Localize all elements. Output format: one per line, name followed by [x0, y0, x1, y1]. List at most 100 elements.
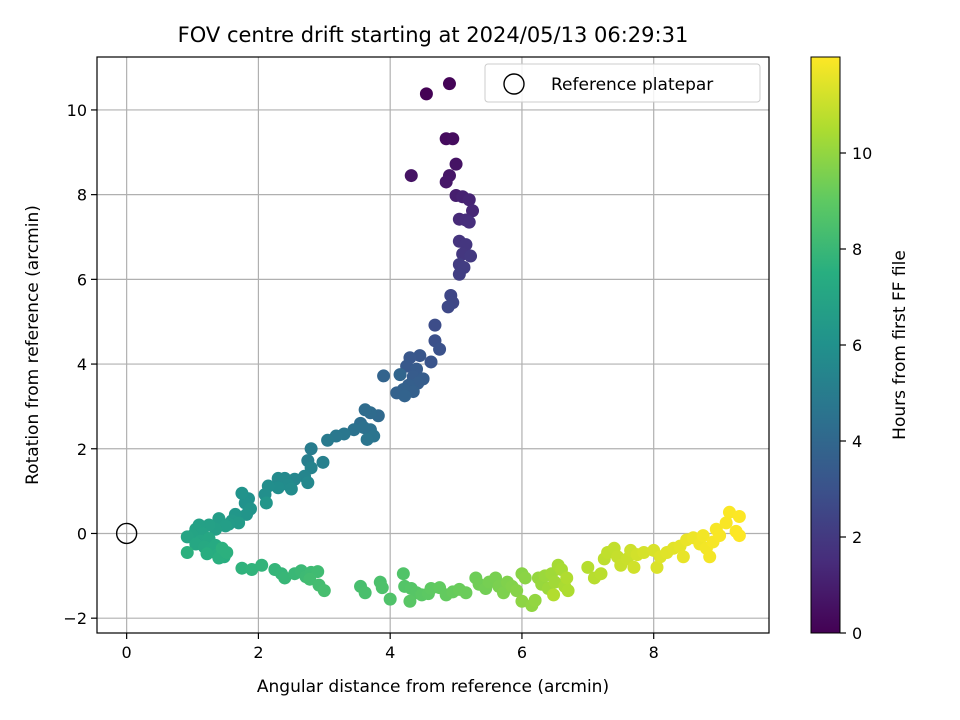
data-point — [271, 471, 285, 485]
data-point — [722, 505, 736, 519]
data-point — [358, 586, 372, 600]
data-point — [215, 541, 229, 555]
data-point — [271, 481, 285, 495]
legend-label-reference: Reference platepar — [551, 75, 713, 95]
data-point — [528, 593, 542, 607]
data-point — [627, 560, 641, 574]
colorbar-tick-label: 0 — [852, 624, 862, 643]
data-point — [464, 249, 478, 263]
y-tick-label: 8 — [77, 186, 87, 205]
data-point — [713, 529, 727, 543]
data-point — [466, 204, 480, 218]
legend: Reference platepar — [484, 63, 761, 103]
y-axis-label: Rotation from reference (arcmin) — [23, 205, 43, 485]
data-point — [235, 561, 249, 575]
data-point — [424, 355, 438, 369]
x-axis-label: Angular distance from reference (arcmin) — [257, 677, 609, 697]
data-point — [594, 567, 608, 581]
data-point — [518, 571, 532, 585]
y-tick-label: 2 — [77, 440, 87, 459]
data-point — [235, 486, 249, 500]
data-point — [383, 592, 397, 606]
y-tick-label: 0 — [77, 524, 87, 543]
data-point — [561, 584, 575, 598]
data-point — [459, 586, 473, 600]
x-tick-label: 4 — [385, 643, 395, 662]
data-point — [732, 529, 746, 543]
data-point — [347, 423, 361, 437]
data-point — [284, 482, 298, 496]
data-point — [255, 558, 269, 572]
data-point — [358, 403, 372, 417]
x-tick-label: 0 — [122, 643, 132, 662]
data-point — [446, 132, 460, 146]
data-point — [696, 529, 710, 543]
data-point — [515, 594, 529, 608]
data-point — [180, 546, 194, 560]
data-point — [428, 318, 442, 332]
data-point — [200, 547, 214, 561]
data-point — [560, 571, 574, 585]
data-point — [650, 560, 664, 574]
colorbar-label: Hours from first FF file — [890, 250, 910, 440]
data-point — [317, 584, 331, 598]
x-tick-label: 6 — [517, 643, 527, 662]
chart-title: FOV centre drift starting at 2024/05/13 … — [178, 23, 689, 47]
data-point — [462, 215, 476, 229]
data-point — [449, 157, 463, 171]
data-point — [245, 562, 259, 576]
data-point — [393, 368, 407, 382]
data-point — [439, 175, 453, 189]
data-point — [548, 575, 562, 589]
data-point — [442, 77, 456, 91]
colorbar: 0 2 4 6 8 10 Hours from first FF file — [810, 56, 910, 643]
y-axis-ticks: −2 0 2 4 6 8 10 — [63, 101, 97, 628]
data-point — [377, 369, 391, 383]
data-point — [703, 550, 717, 564]
data-point — [303, 572, 317, 586]
colorbar-gradient — [810, 56, 841, 634]
data-point — [321, 433, 335, 447]
colorbar-tick-label: 8 — [852, 240, 862, 259]
data-point — [259, 496, 273, 510]
data-point — [462, 193, 476, 207]
data-point — [719, 516, 733, 530]
data-point — [732, 510, 746, 524]
colorbar-tick-label: 6 — [852, 336, 862, 355]
data-point — [360, 432, 374, 446]
legend-marker-reference — [503, 73, 525, 95]
data-point — [419, 87, 433, 101]
reference-platepar-marker — [115, 522, 138, 545]
data-point — [357, 421, 371, 435]
data-point — [433, 342, 447, 356]
data-point — [218, 519, 232, 533]
data-point — [180, 530, 194, 544]
x-tick-label: 8 — [649, 643, 659, 662]
data-point — [232, 516, 246, 530]
data-point — [547, 588, 561, 602]
data-point — [452, 267, 466, 281]
x-axis-ticks: 0 2 4 6 8 — [122, 633, 659, 662]
legend-box — [484, 63, 761, 103]
y-tick-label: 10 — [67, 101, 87, 120]
data-point — [403, 594, 417, 608]
data-point — [441, 300, 455, 314]
plot-area-frame — [96, 56, 770, 634]
colorbar-tick-label: 10 — [852, 144, 872, 163]
data-point — [304, 442, 318, 456]
data-point — [278, 571, 292, 585]
data-point — [581, 560, 595, 574]
data-point — [404, 169, 418, 183]
colorbar-tick-label: 2 — [852, 528, 862, 547]
data-point — [240, 507, 254, 521]
data-point — [413, 349, 427, 363]
colorbar-ticks: 0 2 4 6 8 10 — [840, 144, 872, 643]
data-point — [676, 550, 690, 564]
data-points — [115, 77, 746, 612]
data-point — [637, 546, 651, 560]
x-tick-label: 2 — [253, 643, 263, 662]
data-point — [510, 584, 524, 598]
data-point — [398, 389, 412, 403]
data-point — [375, 581, 389, 595]
